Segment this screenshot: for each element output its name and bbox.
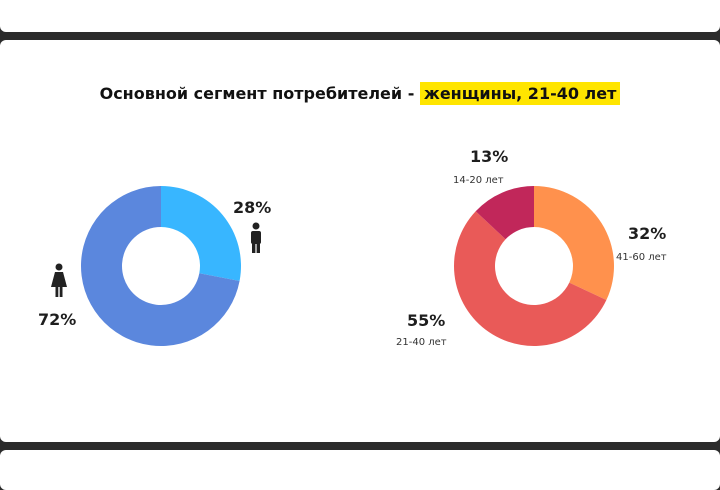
segment-women xyxy=(80,186,240,347)
segment-21-40 xyxy=(454,211,607,346)
top-panel xyxy=(0,0,720,32)
label-41-60: 32% xyxy=(628,224,667,243)
segment-men xyxy=(161,186,241,281)
sublabel-21-40: 21-40 лет xyxy=(396,337,447,348)
segment-41-60 xyxy=(534,186,614,301)
gender-donut xyxy=(80,186,241,347)
title-prefix: Основной сегмент потребителей - xyxy=(99,84,420,103)
label-14-20: 13% xyxy=(470,147,509,166)
chart-title: Основной сегмент потребителей - женщины,… xyxy=(0,82,720,105)
male-icon xyxy=(251,222,261,253)
age-donut xyxy=(454,186,614,346)
female-icon xyxy=(51,263,67,297)
segment-14-20 xyxy=(475,186,534,240)
label-21-40: 55% xyxy=(407,311,446,330)
label-women: 72% xyxy=(38,310,77,329)
title-highlight: женщины, 21-40 лет xyxy=(419,82,621,105)
sublabel-14-20: 14-20 лет xyxy=(453,175,504,186)
label-men: 28% xyxy=(233,198,272,217)
charts-svg xyxy=(51,186,614,347)
sublabel-41-60: 41-60 лет xyxy=(616,252,667,263)
